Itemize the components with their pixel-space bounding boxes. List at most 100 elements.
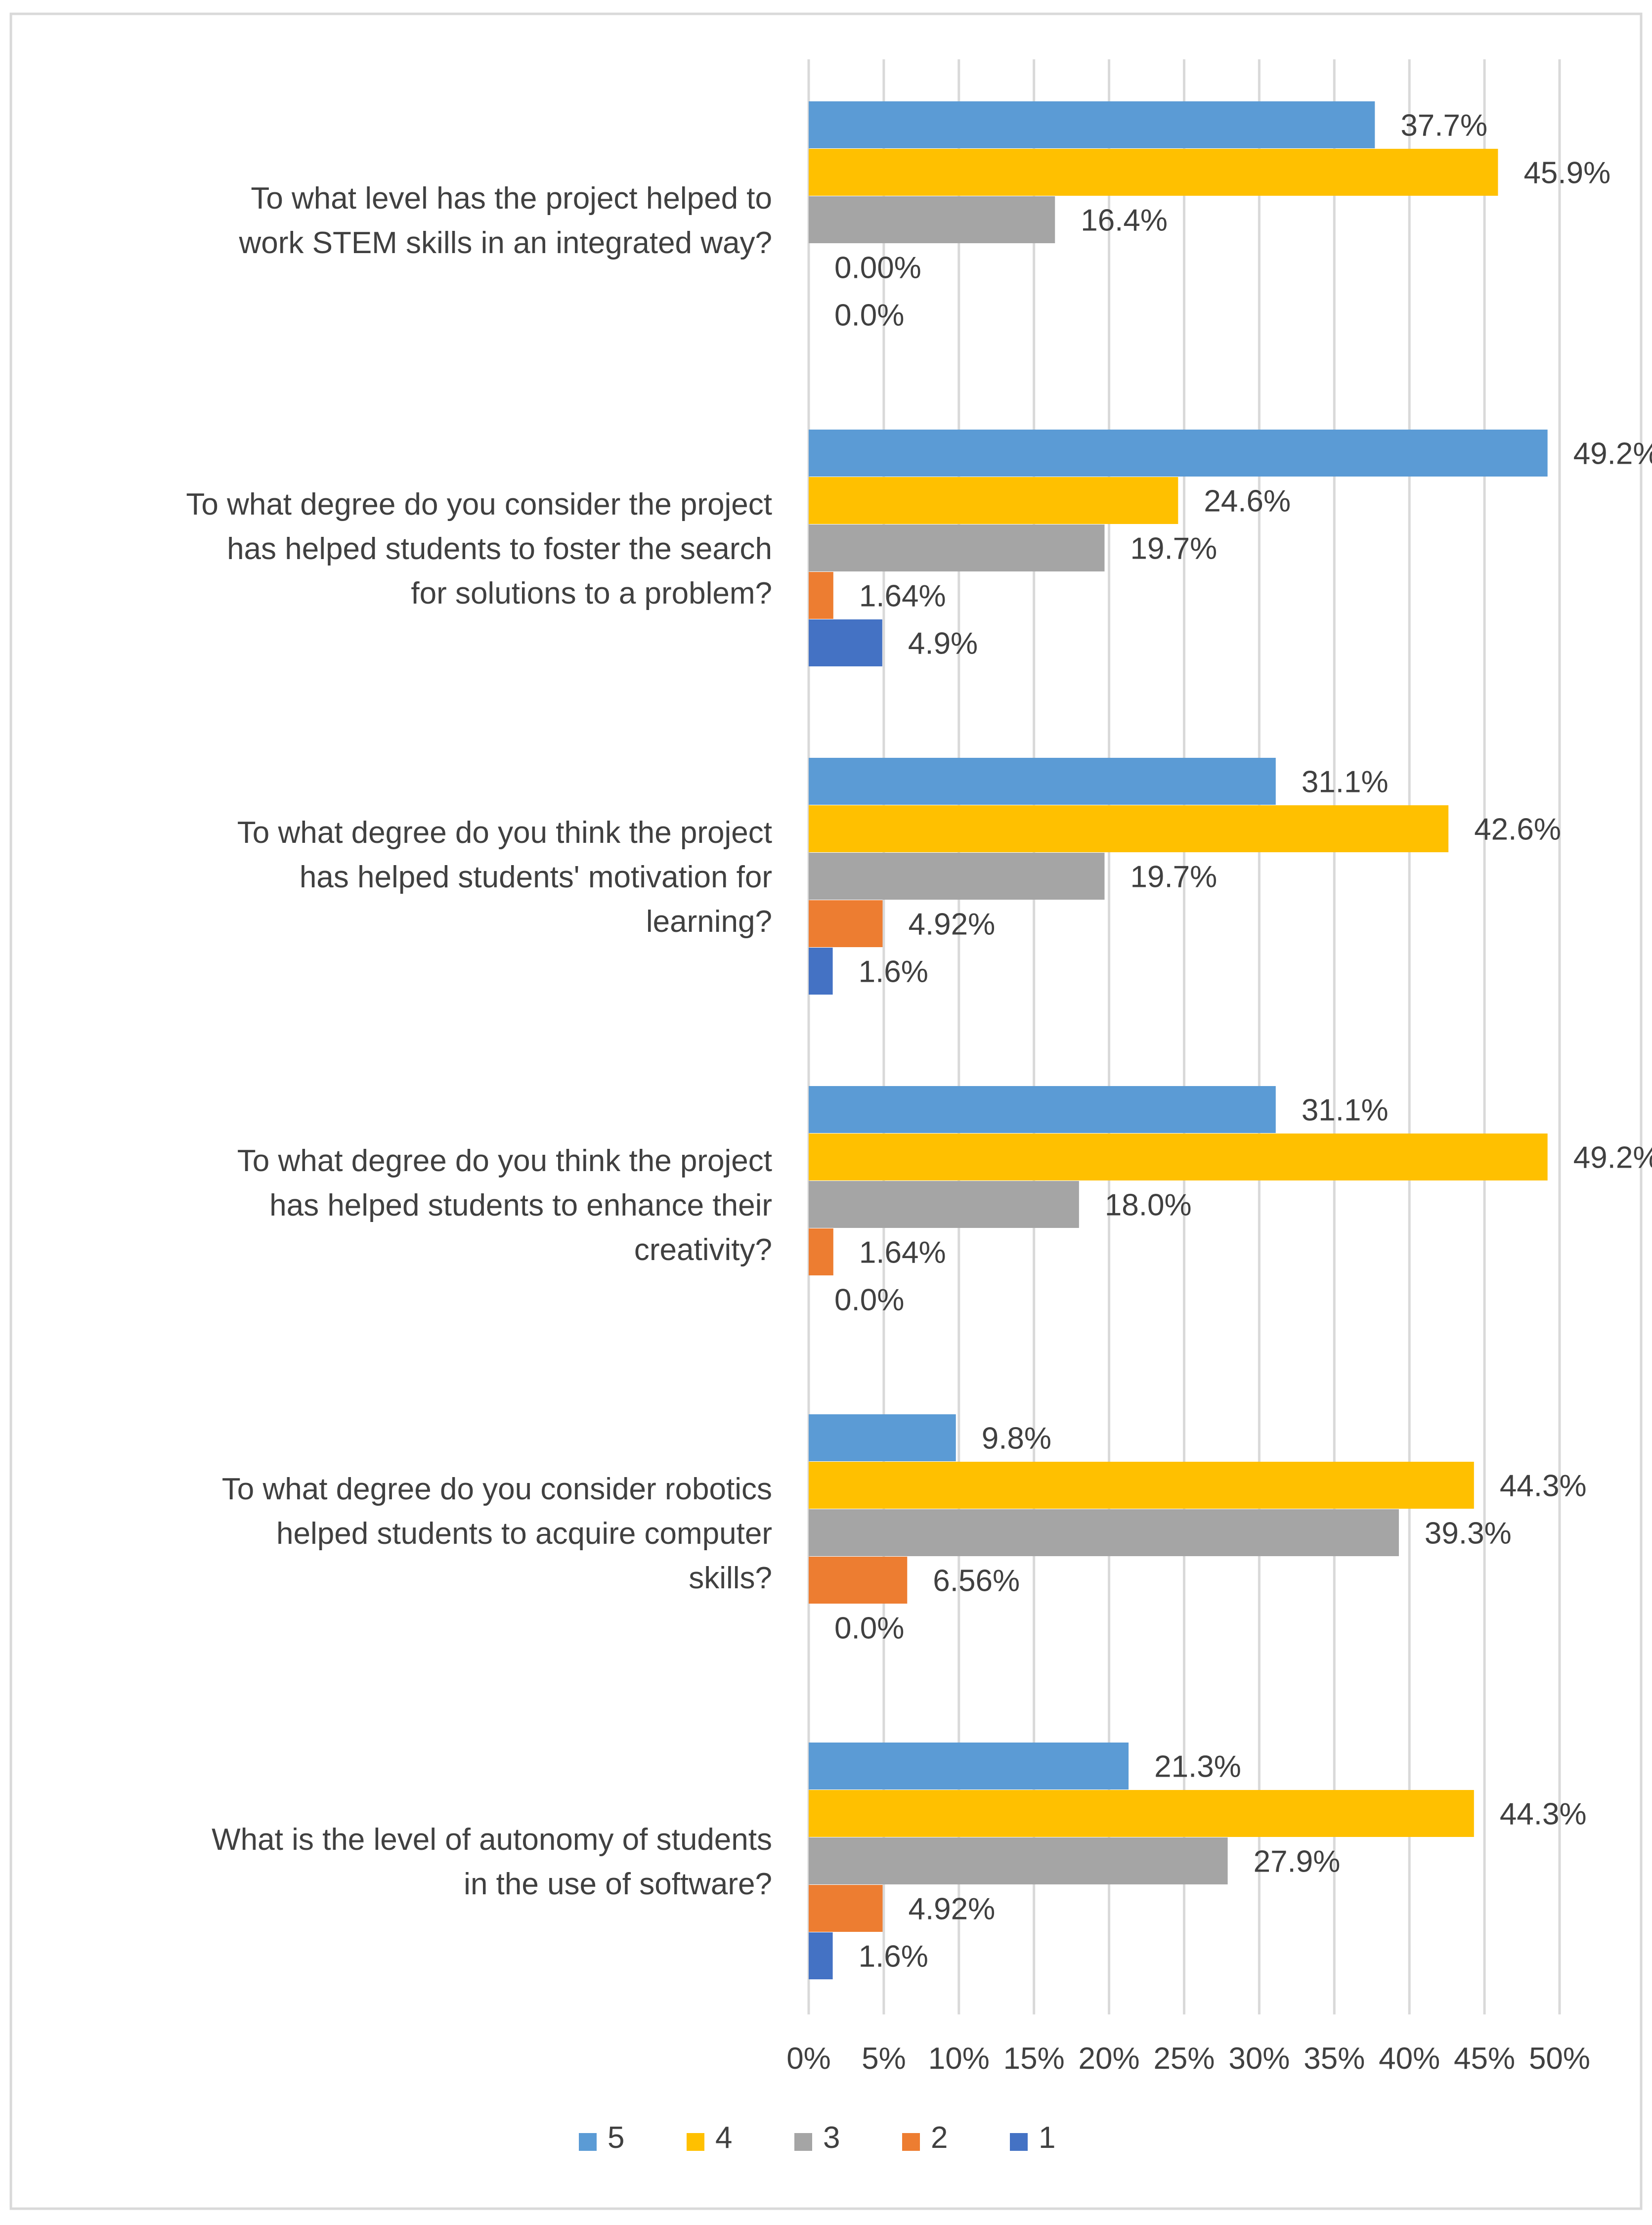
data-label-series-5-cat-1: 37.7%: [1400, 109, 1487, 143]
legend-label-4: 4: [715, 2121, 732, 2155]
legend-swatch-2: [902, 2133, 920, 2151]
x-tick-label-25pct: 25%: [1153, 2042, 1215, 2076]
legend-label-2: 2: [931, 2121, 948, 2155]
bar-series-4-cat-3: [809, 805, 1449, 852]
x-tick-label-30pct: 30%: [1228, 2042, 1290, 2076]
category-label-line: What is the level of autonomy of student…: [212, 1823, 772, 1857]
category-label-line: To what degree do you consider the proje…: [186, 487, 772, 522]
category-label-4: To what degree do you think the project h…: [237, 1144, 772, 1267]
data-label-series-3-cat-5: 39.3%: [1425, 1517, 1512, 1551]
category-label-line: creativity?: [634, 1233, 772, 1267]
x-axis-ticks: 0% 5% 10% 15% 20% 25% 30% 35% 40% 45% 50%: [786, 2042, 1590, 2076]
category-label-line: To what degree do you think the project: [237, 816, 772, 850]
category-label-line: for solutions to a problem?: [411, 576, 772, 611]
data-label-series-3-cat-1: 16.4%: [1081, 204, 1168, 238]
data-label-series-5-cat-6: 21.3%: [1154, 1750, 1241, 1784]
category-label-2: To what degree do you consider the proje…: [186, 487, 772, 611]
legend: 5 4 3 2 1: [579, 2121, 1055, 2155]
category-label-1: To what level has the project helped to w…: [238, 181, 772, 260]
x-tick-label-5pct: 5%: [862, 2042, 906, 2076]
x-tick-label-20pct: 20%: [1079, 2042, 1140, 2076]
data-label-series-1-cat-6: 1.6%: [859, 1940, 928, 1974]
bar-series-3-cat-6: [809, 1837, 1228, 1884]
bar-series-4-cat-1: [809, 149, 1498, 196]
x-tick-label-40pct: 40%: [1379, 2042, 1440, 2076]
category-label-line: has helped students' motivation for: [300, 860, 772, 894]
data-label-series-4-cat-3: 42.6%: [1474, 813, 1561, 847]
data-label-series-3-cat-3: 19.7%: [1130, 860, 1217, 894]
legend-swatch-5: [579, 2133, 597, 2151]
data-label-series-3-cat-4: 18.0%: [1105, 1188, 1192, 1222]
x-tick-label-45pct: 45%: [1454, 2042, 1515, 2076]
x-tick-label-15pct: 15%: [1003, 2042, 1065, 2076]
bar-series-4-cat-6: [809, 1790, 1474, 1837]
legend-label-1: 1: [1039, 2121, 1055, 2155]
data-label-series-4-cat-1: 45.9%: [1523, 156, 1610, 190]
bar-series-3-cat-3: [809, 853, 1105, 900]
x-tick-label-10pct: 10%: [928, 2042, 990, 2076]
gridlines: [807, 59, 1561, 2014]
data-label-series-5-cat-5: 9.8%: [982, 1422, 1051, 1456]
bar-series-2-cat-5: [809, 1557, 908, 1604]
data-label-series-1-cat-3: 1.6%: [859, 955, 928, 989]
data-label-series-1-cat-4: 0.0%: [834, 1283, 904, 1317]
bar-series-5-cat-6: [809, 1743, 1129, 1789]
bar-series-4-cat-5: [809, 1462, 1474, 1509]
data-label-series-4-cat-5: 44.3%: [1500, 1469, 1587, 1503]
bar-series-5-cat-4: [809, 1086, 1276, 1133]
category-label-line: work STEM skills in an integrated way?: [238, 226, 772, 260]
data-label-series-2-cat-4: 1.64%: [859, 1236, 946, 1270]
data-label-series-2-cat-5: 6.56%: [933, 1564, 1020, 1598]
category-labels: To what level has the project helped to w…: [186, 181, 772, 1901]
bar-series-3-cat-2: [809, 524, 1105, 571]
bar-series-5-cat-1: [809, 101, 1375, 148]
bar-series-5-cat-3: [809, 758, 1276, 805]
bar-series-3-cat-1: [809, 196, 1055, 243]
bar-series-3-cat-4: [809, 1181, 1079, 1228]
bar-series-5-cat-5: [809, 1414, 956, 1461]
data-label-series-4-cat-4: 49.2%: [1573, 1141, 1652, 1175]
legend-label-5: 5: [608, 2121, 624, 2155]
category-label-line: in the use of software?: [464, 1867, 772, 1901]
data-label-series-1-cat-1: 0.0%: [834, 299, 904, 333]
data-label-series-2-cat-1: 0.00%: [834, 251, 921, 285]
data-label-series-3-cat-2: 19.7%: [1130, 532, 1217, 566]
x-tick-label-35pct: 35%: [1304, 2042, 1365, 2076]
category-label-3: To what degree do you think the project h…: [237, 816, 772, 939]
bar-series-5-cat-2: [809, 430, 1548, 477]
category-label-5: To what degree do you consider robotics h…: [222, 1472, 772, 1595]
data-label-series-1-cat-2: 4.9%: [908, 627, 978, 661]
data-label-series-5-cat-3: 31.1%: [1302, 765, 1389, 799]
x-tick-label-0pct: 0%: [786, 2042, 831, 2076]
data-label-series-4-cat-6: 44.3%: [1500, 1797, 1587, 1832]
legend-label-3: 3: [823, 2121, 840, 2155]
category-label-line: has helped students to enhance their: [269, 1188, 772, 1222]
data-label-series-3-cat-6: 27.9%: [1254, 1845, 1341, 1879]
category-label-line: To what degree do you consider robotics: [222, 1472, 772, 1506]
category-label-line: To what degree do you think the project: [237, 1144, 772, 1178]
bar-series-1-cat-2: [809, 619, 882, 666]
legend-swatch-4: [687, 2133, 704, 2151]
data-label-series-5-cat-2: 49.2%: [1573, 437, 1652, 471]
category-label-line: skills?: [689, 1561, 772, 1595]
bar-series-2-cat-4: [809, 1228, 833, 1275]
data-label-series-2-cat-2: 1.64%: [859, 579, 946, 613]
bar-series-2-cat-2: [809, 572, 833, 619]
data-label-series-2-cat-6: 4.92%: [908, 1892, 995, 1926]
legend-swatch-1: [1010, 2133, 1028, 2151]
data-label-series-1-cat-5: 0.0%: [834, 1612, 904, 1646]
category-label-line: learning?: [646, 905, 772, 939]
bar-series-4-cat-4: [809, 1134, 1548, 1180]
bar-series-3-cat-5: [809, 1509, 1399, 1556]
bar-series-1-cat-6: [809, 1932, 833, 1979]
data-label-series-5-cat-4: 31.1%: [1302, 1093, 1389, 1128]
legend-swatch-3: [794, 2133, 812, 2151]
data-labels: 37.7% 45.9% 16.4% 0.00% 0.0% 49.2% 24.6% 19.7% 1…: [834, 109, 1652, 1974]
category-label-6: What is the level of autonomy of student…: [212, 1823, 772, 1901]
bars: [809, 101, 1548, 1979]
category-label-line: To what level has the project helped to: [251, 181, 772, 216]
bar-series-2-cat-6: [809, 1885, 883, 1932]
bar-series-1-cat-3: [809, 948, 833, 995]
